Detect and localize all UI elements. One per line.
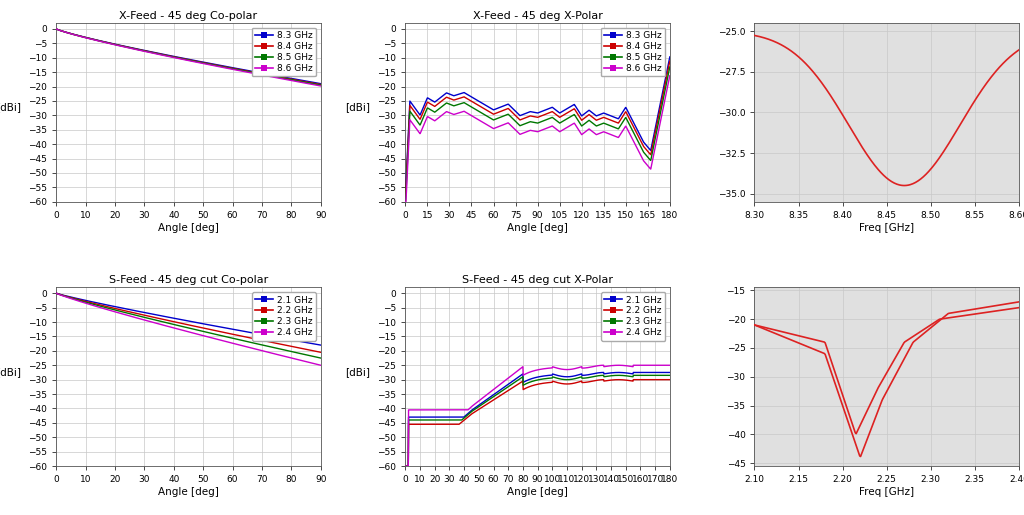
X-axis label: Freq [GHz]: Freq [GHz]: [859, 487, 914, 497]
Y-axis label: [dBi]: [dBi]: [345, 367, 371, 377]
Title: X-Feed - 45 deg X-Polar: X-Feed - 45 deg X-Polar: [473, 11, 602, 21]
X-axis label: Freq [GHz]: Freq [GHz]: [859, 222, 914, 233]
X-axis label: Angle [deg]: Angle [deg]: [507, 222, 568, 233]
Legend: 8.3 GHz, 8.4 GHz, 8.5 GHz, 8.6 GHz: 8.3 GHz, 8.4 GHz, 8.5 GHz, 8.6 GHz: [601, 28, 666, 76]
X-axis label: Angle [deg]: Angle [deg]: [507, 487, 568, 497]
Y-axis label: [dBi]: [dBi]: [345, 102, 371, 112]
X-axis label: Angle [deg]: Angle [deg]: [158, 222, 219, 233]
Title: X-Feed - 45 deg Co-polar: X-Feed - 45 deg Co-polar: [120, 11, 258, 21]
Title: S-Feed - 45 deg cut Co-polar: S-Feed - 45 deg cut Co-polar: [109, 276, 268, 285]
Y-axis label: [dBi]: [dBi]: [0, 367, 22, 377]
X-axis label: Angle [deg]: Angle [deg]: [158, 487, 219, 497]
Legend: 2.1 GHz, 2.2 GHz, 2.3 GHz, 2.4 GHz: 2.1 GHz, 2.2 GHz, 2.3 GHz, 2.4 GHz: [252, 292, 316, 340]
Title: S-Feed - 45 deg cut X-Polar: S-Feed - 45 deg cut X-Polar: [462, 276, 613, 285]
Legend: 8.3 GHz, 8.4 GHz, 8.5 GHz, 8.6 GHz: 8.3 GHz, 8.4 GHz, 8.5 GHz, 8.6 GHz: [252, 28, 316, 76]
Legend: 2.1 GHz, 2.2 GHz, 2.3 GHz, 2.4 GHz: 2.1 GHz, 2.2 GHz, 2.3 GHz, 2.4 GHz: [601, 292, 666, 340]
Y-axis label: [dBi]: [dBi]: [0, 102, 22, 112]
